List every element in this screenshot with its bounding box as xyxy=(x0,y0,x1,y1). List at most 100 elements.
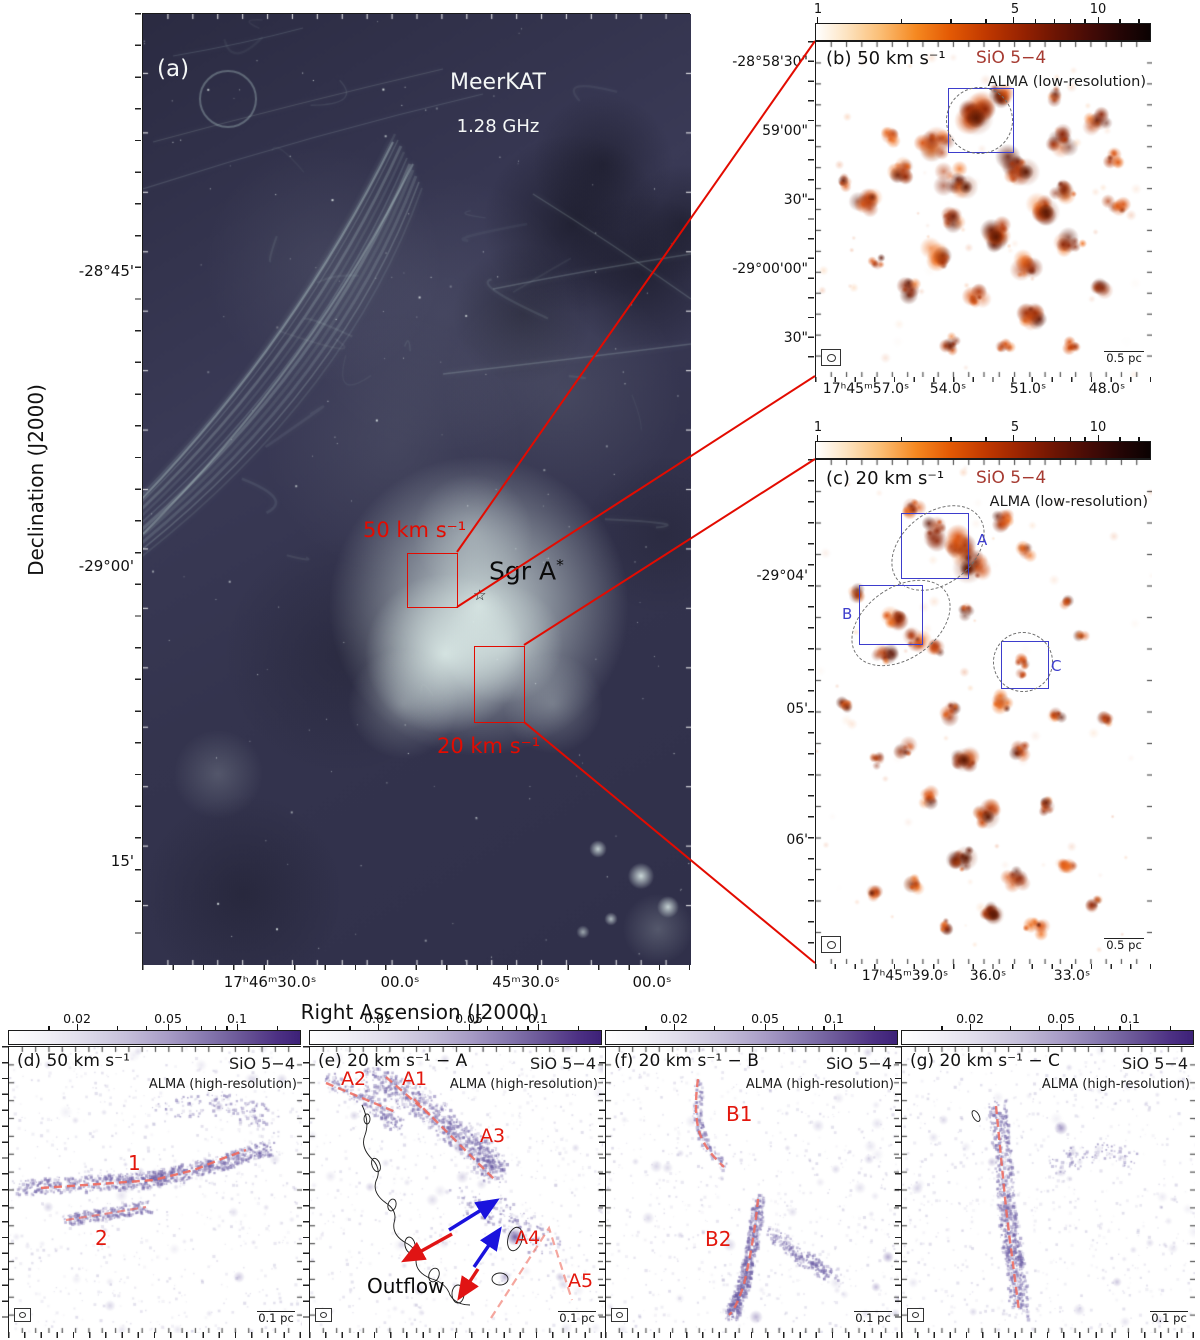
panel-e-survey: ALMA (high-resolution) xyxy=(449,1077,598,1092)
colorbar-major-tick xyxy=(1097,435,1100,441)
c-ytick-0: -29°04' xyxy=(756,568,808,584)
b-xtick-2: 51.0ˢ xyxy=(1009,381,1047,397)
panel-d-survey: ALMA (high-resolution) xyxy=(148,1077,297,1092)
cbar-g-t1: 0.05 xyxy=(1047,1011,1075,1026)
cbar-f-t1: 0.05 xyxy=(751,1011,779,1026)
blue-outflow-arrow-1 xyxy=(448,1198,500,1232)
colorbar-minor-tick xyxy=(486,1026,489,1030)
axis-ticks xyxy=(901,1332,1194,1338)
panel-g-label: (g) 20 km s⁻¹ − C xyxy=(910,1051,1060,1071)
colorbar-minor-tick xyxy=(527,1026,529,1030)
a-xtick-1: 00.0ˢ xyxy=(380,973,420,991)
colorbar-b xyxy=(815,23,1151,41)
colorbar-minor-tick xyxy=(214,1026,216,1030)
panel-a-meerkat: (a) MeerKAT 1.28 GHz Sgr A* ☆ 50 km s⁻¹ … xyxy=(142,13,691,965)
cbar-e-t1: 0.05 xyxy=(455,1011,483,1026)
colorbar-minor-tick xyxy=(941,1026,943,1030)
colorbar-minor-tick xyxy=(276,1026,279,1030)
cbar-d-t0: 0.02 xyxy=(63,1011,91,1026)
b-ytick-4: 30" xyxy=(783,330,808,346)
b-xtick-1: 54.0ˢ xyxy=(929,381,967,397)
colorbar-major-tick xyxy=(167,1024,170,1030)
x-axis-title: Right Ascension (J2000) xyxy=(300,1000,540,1024)
beam-icon-g xyxy=(907,1308,924,1322)
colorbar-g xyxy=(901,1030,1194,1045)
colorbar-minor-tick xyxy=(1084,19,1086,23)
colorbar-c xyxy=(815,441,1151,459)
beam-icon-b xyxy=(821,349,841,366)
cbar-d-t2: 0.1 xyxy=(227,1011,247,1026)
cbar-f-t0: 0.02 xyxy=(660,1011,688,1026)
panel-b-sio-50kms: (b) 50 km s⁻¹ SiO 5−4 ALMA (low-resoluti… xyxy=(815,41,1152,377)
colorbar-minor-tick xyxy=(185,1026,188,1030)
b-ytick-0: -28°58'30" xyxy=(732,54,808,70)
cbar-c-tick-5: 5 xyxy=(1010,420,1020,435)
colorbar-minor-tick xyxy=(1034,437,1037,441)
a-xtick-3: 00.0ˢ xyxy=(632,973,672,991)
panel-f-line: SiO 5−4 xyxy=(825,1054,892,1073)
colorbar-minor-tick xyxy=(1034,19,1037,23)
y-axis-title: Declination (J2000) xyxy=(24,384,48,576)
sgra-asterisk: * xyxy=(556,556,564,574)
panel-d-label: (d) 50 km s⁻¹ xyxy=(17,1051,130,1071)
colorbar-minor-tick xyxy=(901,437,903,441)
axis-ticks xyxy=(605,1332,898,1338)
a-xtick-0: 17ʰ46ᵐ30.0ˢ xyxy=(223,973,317,991)
sio-hires-map-50kms xyxy=(9,1047,302,1333)
panel-e-hires-20kms-a: A2 A1 A3 A4 A5 Outflow (e) 20 km s⁻¹ − A… xyxy=(309,1046,603,1333)
colorbar-minor-tick xyxy=(950,437,952,441)
colorbar-minor-tick xyxy=(48,1026,50,1030)
panel-c-survey: ALMA (low-resolution) xyxy=(989,494,1148,510)
filament-c-line xyxy=(994,1105,1021,1312)
filament-a2-label: A2 xyxy=(341,1068,366,1090)
sgra-star-marker: ☆ xyxy=(473,586,487,604)
colorbar-major-tick xyxy=(1129,1024,1131,1030)
cbar-f-t2: 0.1 xyxy=(824,1011,844,1026)
colorbar-minor-tick xyxy=(1138,19,1140,23)
scalebar-d: 0.1 pc xyxy=(257,1311,295,1325)
axis-ticks xyxy=(808,459,814,963)
colorbar-minor-tick xyxy=(116,1026,119,1030)
colorbar-minor-tick xyxy=(798,1026,800,1030)
a-ytick-2: 15' xyxy=(110,852,134,870)
filament-a1-line xyxy=(385,1076,431,1116)
colorbar-minor-tick xyxy=(577,1026,580,1030)
sgra-text: Sgr A xyxy=(489,556,557,586)
colorbar-minor-tick xyxy=(1053,437,1055,441)
sgra-label: Sgr A* xyxy=(489,556,564,585)
colorbar-minor-tick xyxy=(145,1026,148,1030)
panel-d-line: SiO 5−4 xyxy=(228,1054,295,1073)
panel-c-label: (c) 20 km s⁻¹ xyxy=(826,468,945,489)
colorbar-minor-tick xyxy=(1069,437,1072,441)
colorbar-minor-tick xyxy=(1009,1026,1012,1030)
region-box-20kms xyxy=(474,646,525,723)
panel-f-hires-20kms-b: B1 B2 (f) 20 km s⁻¹ − B SiO 5−4 ALMA (hi… xyxy=(605,1046,899,1333)
cbar-d-t1: 0.05 xyxy=(154,1011,182,1026)
panel-b-line: SiO 5−4 xyxy=(976,48,1047,68)
cbar-b-tick-5: 5 xyxy=(1010,2,1020,17)
axis-ticks xyxy=(309,1332,602,1338)
scalebar-c: 0.5 pc xyxy=(1104,938,1144,952)
colorbar-major-tick xyxy=(1012,17,1014,23)
frequency-label: 1.28 GHz xyxy=(456,116,540,137)
panel-e-label: (e) 20 km s⁻¹ − A xyxy=(318,1051,468,1071)
cbar-e-t2: 0.1 xyxy=(528,1011,548,1026)
panel-f-survey: ALMA (high-resolution) xyxy=(745,1077,894,1092)
filament-a4-label: A4 xyxy=(515,1227,540,1249)
a-ytick-1: -29°00' xyxy=(78,557,134,575)
zoom-box-region-b xyxy=(859,585,923,645)
axis-ticks xyxy=(895,1046,901,1332)
colorbar-minor-tick xyxy=(1078,1026,1081,1030)
colorbar-major-tick xyxy=(673,1024,676,1030)
c-xtick-2: 33.0ˢ xyxy=(1053,968,1091,984)
axis-ticks xyxy=(815,963,1151,969)
region-c-label: C xyxy=(1051,657,1062,675)
beam-icon-c xyxy=(821,936,841,953)
colorbar-major-tick xyxy=(76,1024,79,1030)
outflow-contours xyxy=(361,1104,471,1306)
a-ytick-0: -28°45' xyxy=(78,262,134,280)
small-contour xyxy=(971,1110,981,1122)
colorbar-minor-tick xyxy=(417,1026,420,1030)
colorbar-minor-tick xyxy=(201,1026,203,1030)
panel-a-label: (a) xyxy=(157,56,190,82)
